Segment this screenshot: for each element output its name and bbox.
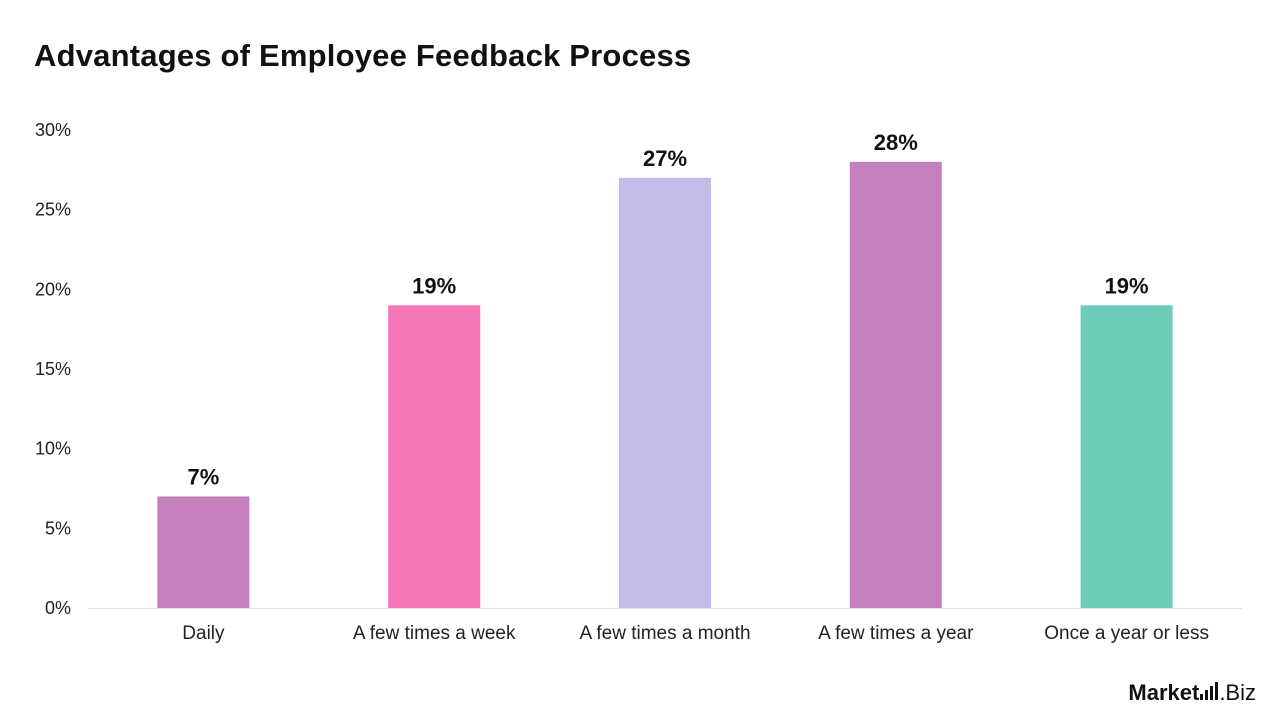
- y-tick-label: 0%: [45, 598, 71, 618]
- bar-value-label: 19%: [1105, 273, 1149, 298]
- bar-value-label: 19%: [412, 273, 456, 298]
- brand-suffix: .Biz: [1219, 680, 1256, 705]
- y-tick-label: 5%: [45, 518, 71, 538]
- category-label: Once a year or less: [1044, 623, 1209, 644]
- value-labels-group: 7% 19% 27% 28% 19%: [188, 130, 1149, 490]
- brand-name: Market: [1128, 680, 1200, 705]
- category-label: A few times a month: [579, 623, 750, 644]
- category-label: A few times a week: [353, 623, 516, 644]
- category-label: Daily: [182, 623, 225, 644]
- y-tick-label: 25%: [35, 200, 71, 220]
- bar: [849, 161, 942, 608]
- bar: [619, 177, 711, 609]
- chart-title: Advantages of Employee Feedback Process: [34, 38, 692, 73]
- brand-logo: Market .Biz: [1128, 680, 1256, 706]
- bars-group: [157, 161, 1173, 609]
- y-tick-label: 20%: [35, 279, 71, 299]
- y-tick-label: 30%: [35, 120, 71, 140]
- bar: [388, 305, 481, 608]
- bar: [157, 496, 250, 608]
- category-labels-group: Daily A few times a week A few times a mon…: [182, 623, 1209, 644]
- y-tick-label: 15%: [35, 359, 71, 379]
- category-label: A few times a year: [818, 623, 974, 644]
- bar-value-label: 28%: [874, 130, 918, 155]
- bar-value-label: 7%: [188, 464, 220, 489]
- bar: [1080, 305, 1173, 608]
- y-tick-label: 10%: [35, 439, 71, 459]
- bar-value-label: 27%: [643, 146, 687, 171]
- bar-chart-logo-icon: [1200, 682, 1219, 700]
- y-axis-ticks: 0% 5% 10% 15% 20% 25% 30%: [35, 120, 71, 618]
